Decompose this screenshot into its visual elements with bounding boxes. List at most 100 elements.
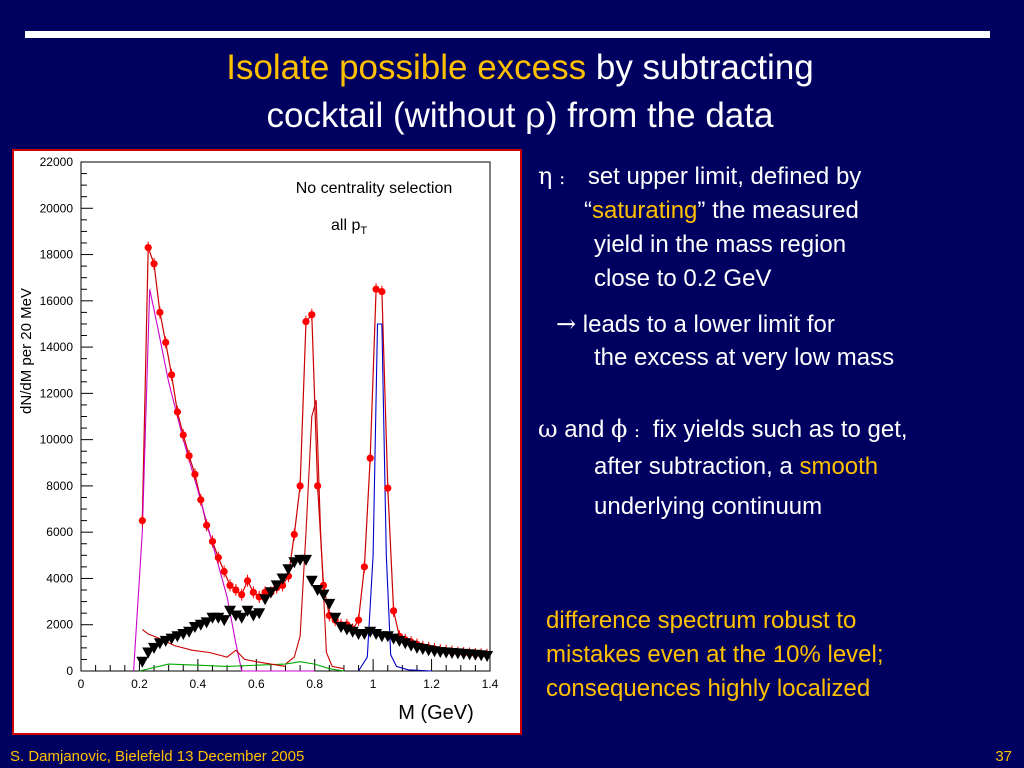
data-point	[138, 517, 146, 525]
x-tick-label: 0.6	[248, 677, 265, 691]
data-point	[185, 452, 193, 460]
difference-point	[200, 617, 213, 629]
y-tick-label: 8000	[46, 479, 73, 493]
data-point	[366, 454, 374, 462]
y-tick-label: 12000	[40, 386, 74, 400]
difference-point	[136, 656, 149, 668]
robust-line-3: consequences highly localized	[546, 675, 871, 702]
difference-point	[276, 573, 289, 585]
data-point	[144, 244, 152, 252]
eta-note-line3: yield in the mass region	[594, 231, 847, 258]
title-line2-post: ) from the data	[545, 96, 774, 135]
data-point	[296, 482, 304, 490]
omega-colon: :	[634, 421, 641, 442]
difference-point	[329, 612, 342, 624]
eta-note-line2: “saturating” the measured	[584, 194, 859, 228]
y-tick-label: 20000	[40, 201, 74, 215]
x-tick-label: 0	[78, 677, 85, 691]
data-point	[167, 371, 176, 379]
difference-point	[311, 585, 324, 596]
omega-symbol: ω	[538, 415, 558, 443]
lead-text-1: leads to a lower limit for	[582, 311, 835, 338]
data-point	[384, 484, 392, 492]
y-tick-label: 22000	[40, 155, 74, 169]
y-tick-label: 6000	[46, 525, 73, 539]
annotation-pt: all pT	[331, 217, 367, 237]
data-point	[302, 318, 310, 326]
phi-symbol: ϕ	[610, 415, 628, 443]
title-line2-pre: cocktail (without	[266, 96, 526, 135]
data-point	[173, 408, 182, 416]
data-point	[314, 482, 322, 490]
difference-point	[259, 594, 272, 606]
title-highlight: Isolate possible excess	[226, 48, 587, 87]
data-point	[238, 591, 246, 599]
difference-point	[317, 589, 330, 601]
difference-point	[264, 587, 277, 599]
eta-symbol: η	[538, 162, 553, 190]
top-rule	[25, 31, 990, 38]
robust-line-1: difference spectrum robust to	[546, 607, 857, 634]
data-point	[179, 431, 187, 439]
data-point	[389, 607, 398, 615]
data-point	[150, 260, 158, 268]
eta-note-line4: close to 0.2 GeV	[594, 265, 772, 292]
y-tick-label: 14000	[40, 340, 74, 354]
plot-frame: 0 2000 4000 6000 8000 10000 12000 14000 16000 180…	[12, 149, 522, 735]
eta-text-1: set upper limit, defined by	[587, 163, 862, 190]
difference-point	[323, 598, 336, 610]
slide-title: Isolate possible excess by subtracting c…	[0, 44, 1024, 140]
robust-line-2: mistakes even at the 10% level;	[546, 641, 884, 668]
y-tick-label: 4000	[46, 571, 73, 585]
robustness-note: difference spectrum robust to mistakes e…	[546, 604, 884, 706]
difference-point	[142, 647, 155, 659]
difference-point	[300, 554, 312, 566]
annotation-pt-main: all p	[331, 217, 360, 234]
phi-curve	[358, 323, 432, 672]
y-tick-label: 16000	[40, 294, 74, 308]
difference-point	[253, 608, 266, 620]
difference-point	[270, 580, 283, 592]
data-point	[249, 588, 257, 596]
total-cocktail-line	[141, 247, 488, 656]
difference-point	[481, 651, 494, 662]
arrow-icon: →	[556, 310, 577, 338]
eta-note-line1: η : set upper limit, defined by	[538, 159, 861, 196]
eta-curve	[133, 289, 315, 672]
omega-note-line3: underlying continuum	[594, 493, 823, 520]
omega-text-1: fix yields such as to get,	[652, 416, 908, 443]
x-tick-label: 0.8	[306, 677, 323, 691]
page-number: 37	[995, 748, 1012, 765]
x-axis-label: M (GeV)	[398, 702, 474, 724]
data-point	[290, 530, 298, 539]
data-point	[243, 577, 252, 585]
difference-point	[183, 626, 196, 638]
data-point	[372, 285, 380, 293]
eta-colon: :	[559, 168, 566, 189]
data-point	[191, 470, 199, 478]
mass-spectrum-chart: 0 2000 4000 6000 8000 10000 12000 14000 16000 180…	[18, 155, 499, 724]
y-tick-label: 0	[66, 664, 73, 678]
x-tick-label: 1.2	[423, 677, 440, 691]
y-tick-label: 2000	[46, 618, 73, 632]
quote-open: “	[584, 197, 592, 224]
eta-text-2: ” the measured	[697, 197, 859, 224]
x-tick-label: 0.2	[131, 677, 148, 691]
difference-point	[235, 612, 248, 624]
y-axis-label: dN/dM per 20 MeV	[18, 288, 35, 414]
data-point	[232, 586, 240, 594]
data-point	[156, 308, 164, 316]
title-line1-rest: by subtracting	[586, 48, 814, 87]
data-point	[220, 567, 228, 576]
omega-text-2: after subtraction, a	[594, 453, 800, 480]
lead-note-line2: the excess at very low mass	[594, 344, 895, 371]
y-tick-label: 18000	[40, 248, 74, 262]
data-point	[226, 581, 234, 589]
omega-note-line2: after subtraction, a smooth	[594, 450, 878, 484]
difference-point	[224, 605, 236, 617]
difference-point	[305, 575, 318, 587]
x-tick-label: 0.4	[190, 677, 207, 691]
annotation-centrality: No centrality selection	[296, 180, 453, 197]
footer-author: S. Damjanovic, Bielefeld 13 December 200…	[10, 748, 305, 765]
plot-area	[80, 161, 491, 672]
